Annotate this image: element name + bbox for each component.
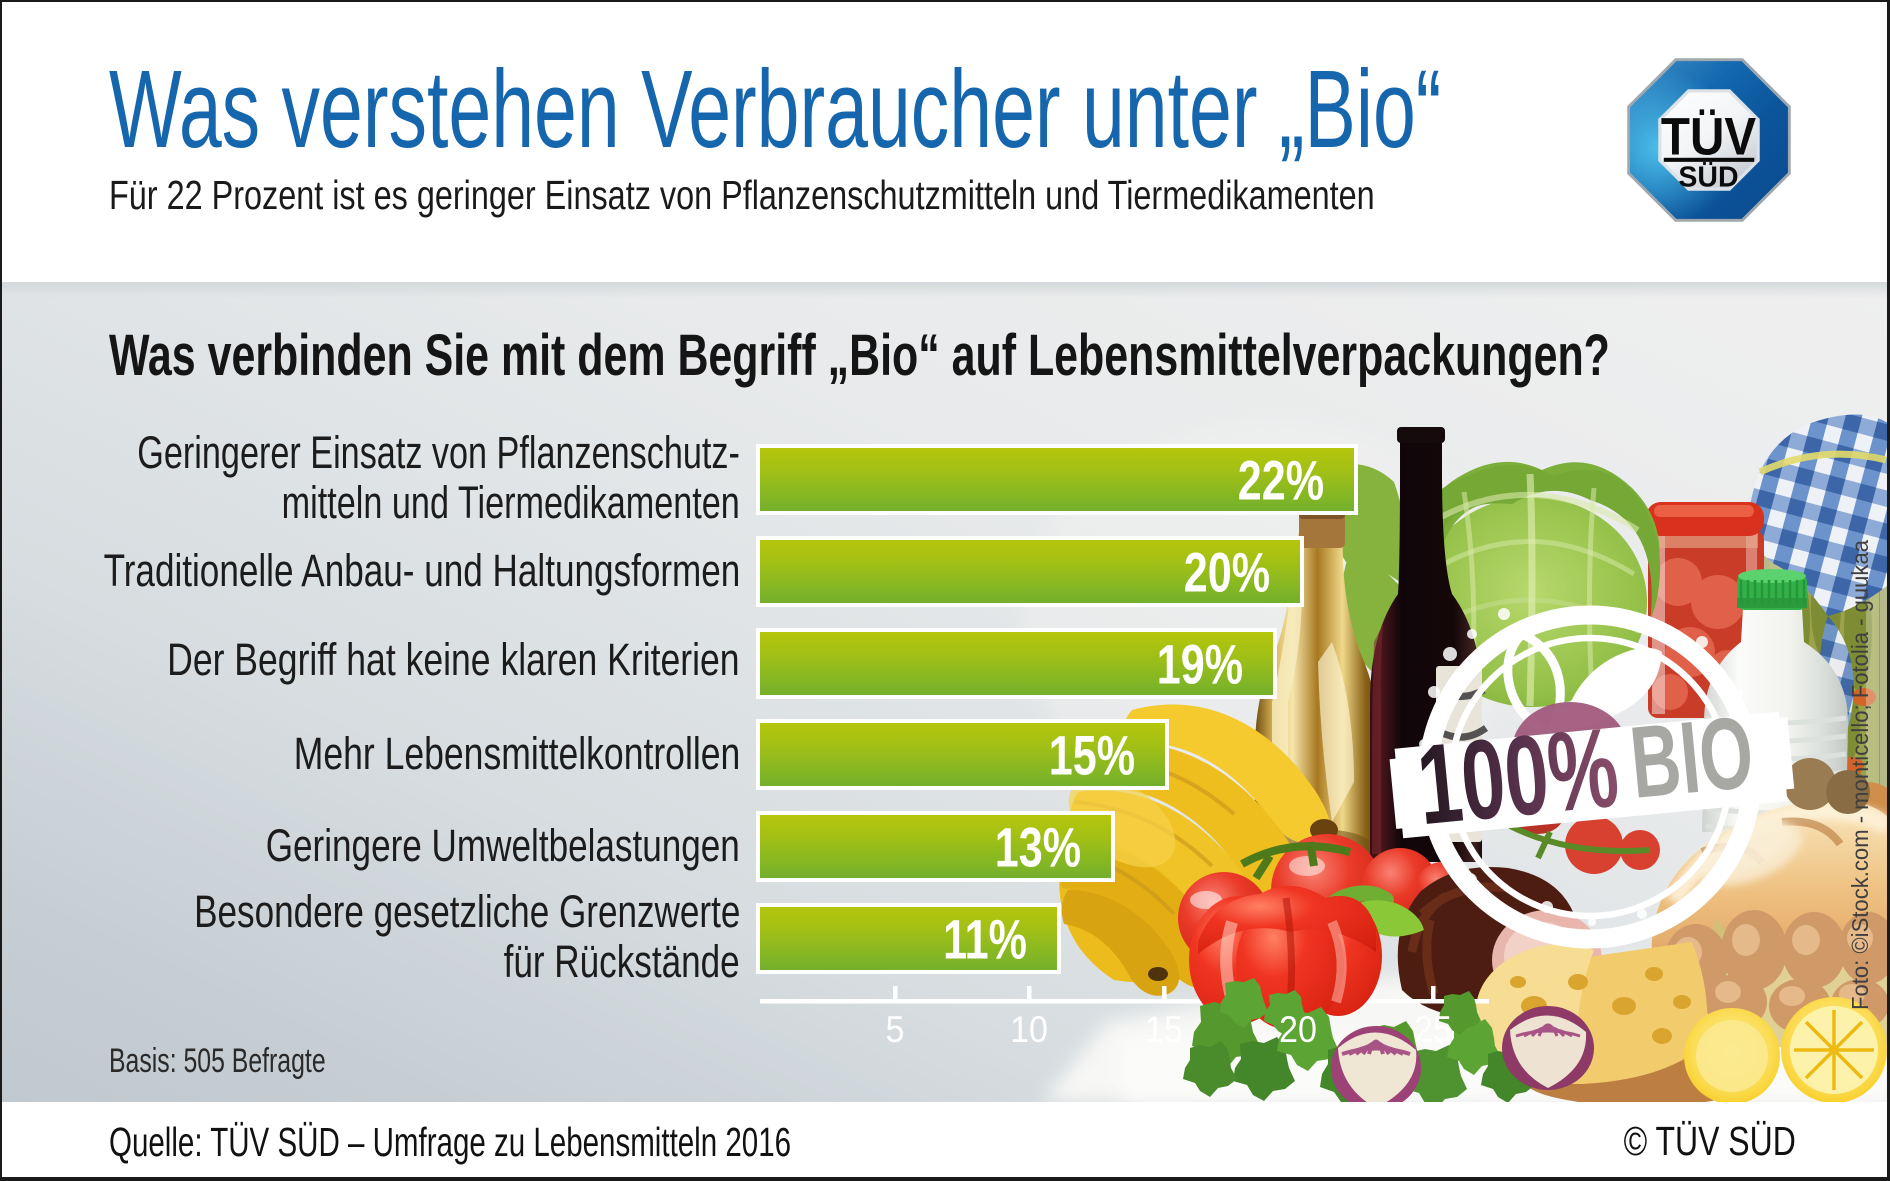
- svg-text:100%: 100%: [1412, 704, 1623, 849]
- svg-text:BIO: BIO: [1626, 695, 1758, 820]
- svg-text:10: 10: [1010, 1009, 1048, 1051]
- svg-text:SÜD: SÜD: [1678, 161, 1738, 193]
- svg-text:TÜV: TÜV: [1661, 106, 1757, 166]
- svg-text:5: 5: [886, 1009, 905, 1051]
- svg-text:25: 25: [1414, 1009, 1452, 1051]
- svg-text:Foto: ©iStock.com - monticello: Foto: ©iStock.com - monticello; Fotolia …: [1847, 540, 1873, 1010]
- svg-text:20: 20: [1279, 1009, 1317, 1051]
- svg-text:15: 15: [1145, 1009, 1183, 1051]
